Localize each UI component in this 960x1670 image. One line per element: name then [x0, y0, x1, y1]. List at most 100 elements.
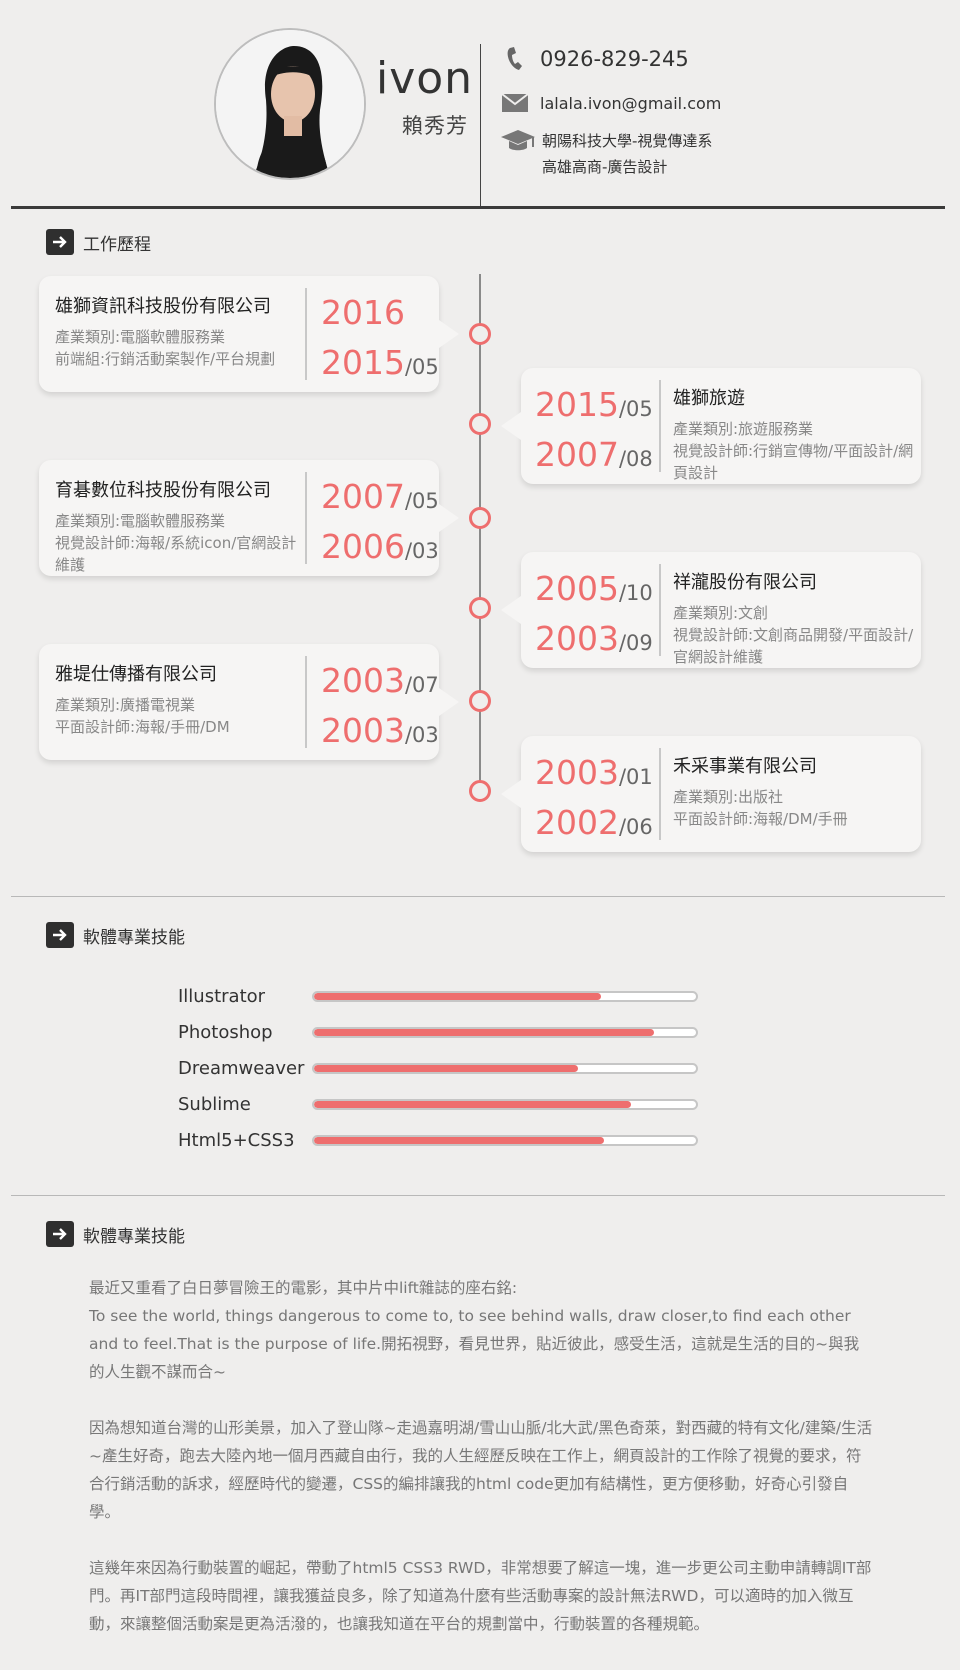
- section-divider: [11, 1195, 945, 1196]
- header-divider: [480, 44, 481, 206]
- profile-photo: [214, 28, 366, 180]
- job-end-date: 2005/10: [535, 569, 653, 608]
- skill-bar: [312, 990, 698, 1002]
- skill-row: Illustrator: [178, 983, 698, 1009]
- job-industry: 產業類別:電腦軟體服務業: [55, 512, 226, 530]
- skill-level-fill: [314, 1028, 654, 1036]
- job-start-date: 2007/08: [535, 435, 653, 474]
- job-dates: 2007/05 2006/03: [321, 474, 439, 574]
- timeline-dot: [469, 780, 491, 802]
- about-paragraph: 這幾年來因為行動裝置的崛起，帶動了html5 CSS3 RWD，非常想要了解這一…: [89, 1559, 872, 1633]
- skill-name: Photoshop: [178, 1021, 273, 1043]
- job-role: 視覺設計師:文創商品開發/平面設計/官網設計維護: [673, 626, 914, 666]
- job-role: 平面設計師:海報/DM/手冊: [673, 810, 848, 828]
- job-info: 雄獅旅遊 產業類別:旅遊服務業 視覺設計師:行銷宣傳物/平面設計/網頁設計: [673, 384, 919, 484]
- skill-name: Html5+CSS3: [178, 1129, 295, 1151]
- job-card: 育碁數位科技股份有限公司 產業類別:電腦軟體服務業 視覺設計師:海報/系統ico…: [39, 460, 459, 576]
- job-divider: [659, 380, 661, 472]
- timeline-dot: [469, 323, 491, 345]
- job-info: 祥瀧股份有限公司 產業類別:文創 視覺設計師:文創商品開發/平面設計/官網設計維…: [673, 568, 919, 668]
- education-row: 朝陽科技大學-視覺傳達系 高雄高商-廣告設計: [500, 128, 712, 180]
- about-text: 最近又重看了白日夢冒險王的電影，其中片中lift雜誌的座右銘: To see t…: [89, 1274, 874, 1666]
- phone-icon: [500, 47, 530, 71]
- phone-row: 0926-829-245: [500, 47, 689, 71]
- skill-name: Sublime: [178, 1093, 251, 1115]
- job-divider: [659, 748, 661, 840]
- name-english: ivon: [376, 53, 474, 104]
- skill-level-fill: [314, 992, 601, 1000]
- skill-bar: [312, 1134, 698, 1146]
- skill-bar: [312, 1062, 698, 1074]
- job-info: 育碁數位科技股份有限公司 產業類別:電腦軟體服務業 視覺設計師:海報/系統ico…: [55, 476, 311, 576]
- job-company: 祥瀧股份有限公司: [673, 572, 817, 593]
- skill-name: Dreamweaver: [178, 1057, 305, 1079]
- job-info: 禾采事業有限公司 產業類別:出版社 平面設計師:海報/DM/手冊: [673, 752, 919, 830]
- job-role: 視覺設計師:行銷宣傳物/平面設計/網頁設計: [673, 442, 914, 482]
- job-industry: 產業類別:電腦軟體服務業: [55, 328, 226, 346]
- job-card: 雅堤仕傳播有限公司 產業類別:廣播電視業 平面設計師:海報/手冊/DM 2003…: [39, 644, 459, 760]
- job-industry: 產業類別:旅遊服務業: [673, 420, 814, 438]
- name-chinese: 賴秀芳: [402, 114, 468, 138]
- phone-number[interactable]: 0926-829-245: [540, 47, 689, 71]
- job-end-date: 2003/07: [321, 661, 439, 700]
- about-paragraph: 最近又重看了白日夢冒險王的電影，其中片中lift雜誌的座右銘: To see t…: [89, 1279, 860, 1381]
- job-card: 雄獅資訊科技股份有限公司 產業類別:電腦軟體服務業 前端組:行銷活動案製作/平台…: [39, 276, 459, 392]
- job-divider: [305, 656, 307, 748]
- envelope-icon: [500, 91, 530, 115]
- job-role: 平面設計師:海報/手冊/DM: [55, 718, 230, 736]
- job-info: 雅堤仕傳播有限公司 產業類別:廣播電視業 平面設計師:海報/手冊/DM: [55, 660, 311, 738]
- graduation-cap-icon: [500, 128, 536, 154]
- skill-row: Dreamweaver: [178, 1055, 698, 1081]
- job-company: 雅堤仕傳播有限公司: [55, 664, 217, 685]
- skill-level-fill: [314, 1064, 578, 1072]
- skill-bar: [312, 1098, 698, 1110]
- arrow-right-icon: [46, 922, 74, 948]
- header-rule: [11, 206, 945, 209]
- education-list: 朝陽科技大學-視覺傳達系 高雄高商-廣告設計: [542, 128, 712, 180]
- job-start-date: 2002/06: [535, 803, 653, 842]
- skill-row: Html5+CSS3: [178, 1127, 698, 1153]
- section-title-about: 軟體專業技能: [83, 1226, 185, 1247]
- job-start-date: 2015/05: [321, 343, 439, 382]
- job-role: 視覺設計師:海報/系統icon/官網設計維護: [55, 534, 297, 574]
- job-start-date: 2003/09: [535, 619, 653, 658]
- section-title-work: 工作歷程: [83, 234, 151, 255]
- skill-row: Sublime: [178, 1091, 698, 1117]
- job-dates: 2005/10 2003/09: [535, 566, 653, 666]
- job-divider: [305, 288, 307, 380]
- skill-name: Illustrator: [178, 985, 266, 1007]
- job-start-date: 2006/03: [321, 527, 439, 566]
- job-company: 雄獅旅遊: [673, 388, 745, 409]
- job-company: 禾采事業有限公司: [673, 756, 817, 777]
- resume-header: ivon 賴秀芳 0926-829-245 lalala.ivon@gmail.…: [0, 0, 960, 210]
- job-info: 雄獅資訊科技股份有限公司 產業類別:電腦軟體服務業 前端組:行銷活動案製作/平台…: [55, 292, 311, 370]
- job-divider: [659, 564, 661, 656]
- job-dates: 2015/05 2007/08: [535, 382, 653, 482]
- timeline-dot: [469, 507, 491, 529]
- job-industry: 產業類別:文創: [673, 604, 769, 622]
- skill-row: Photoshop: [178, 1019, 698, 1045]
- email-address[interactable]: lalala.ivon@gmail.com: [540, 93, 722, 113]
- arrow-right-icon: [46, 229, 74, 255]
- job-card: 2003/01 2002/06 禾采事業有限公司 產業類別:出版社 平面設計師:…: [501, 736, 921, 852]
- section-about: 軟體專業技能: [46, 1221, 185, 1247]
- timeline-dot: [469, 597, 491, 619]
- skill-level-fill: [314, 1100, 632, 1108]
- job-end-date: 2016: [321, 293, 405, 332]
- job-industry: 產業類別:出版社: [673, 788, 784, 806]
- education-item: 朝陽科技大學-視覺傳達系: [542, 132, 713, 150]
- job-end-date: 2003/01: [535, 753, 653, 792]
- job-company: 雄獅資訊科技股份有限公司: [55, 296, 271, 317]
- job-end-date: 2007/05: [321, 477, 439, 516]
- section-work-history: 工作歷程: [46, 229, 151, 255]
- job-industry: 產業類別:廣播電視業: [55, 696, 196, 714]
- job-start-date: 2003/03: [321, 711, 439, 750]
- timeline-dot: [469, 690, 491, 712]
- email-row: lalala.ivon@gmail.com: [500, 91, 721, 115]
- timeline-axis: [479, 274, 481, 798]
- timeline-dot: [469, 413, 491, 435]
- job-end-date: 2015/05: [535, 385, 653, 424]
- section-skills: 軟體專業技能: [46, 922, 185, 948]
- section-divider: [11, 896, 945, 897]
- job-dates: 2016 2015/05: [321, 290, 439, 390]
